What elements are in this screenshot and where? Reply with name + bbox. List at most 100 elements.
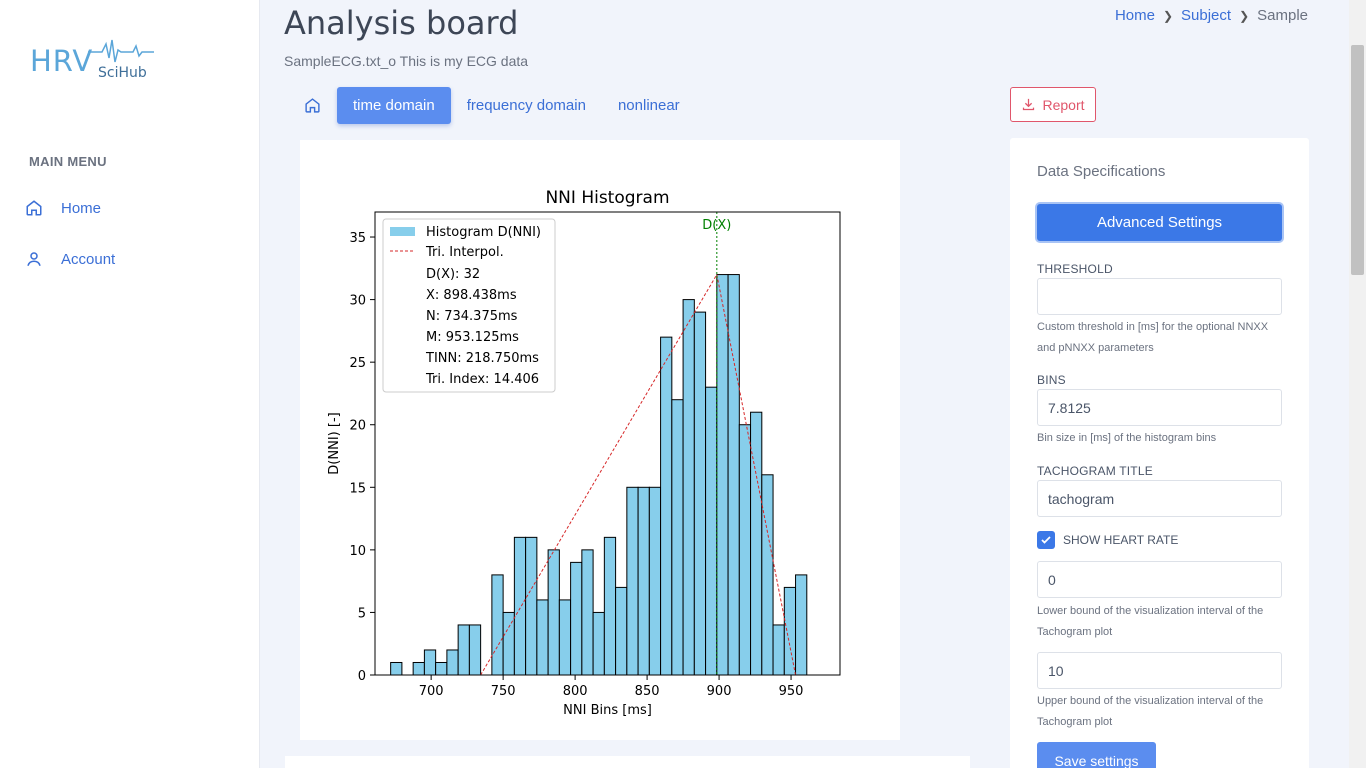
y-tick-label: 25 <box>349 356 366 371</box>
bins-label: BINS <box>1037 373 1066 387</box>
save-settings-button[interactable]: Save settings <box>1037 742 1156 768</box>
histogram-bar <box>693 311 707 676</box>
plot-frame <box>374 211 841 676</box>
chart-title: NNI Histogram <box>545 188 669 208</box>
legend-entry-stat: Tri. Index: 14.406 <box>425 372 539 387</box>
chart-card: D(X) 700 750 800 850 900 950 0 5 10 15 20 25 30 35 NNI … <box>300 140 900 740</box>
lower-bound-help: Lower bound of the visualization interva… <box>1037 605 1264 638</box>
logo-subtext: SciHub <box>98 65 147 81</box>
y-tick-label: 35 <box>349 231 366 246</box>
page-title: Analysis board <box>284 4 519 42</box>
histogram-bar <box>626 486 639 676</box>
tab-frequency-domain[interactable]: frequency domain <box>466 97 586 114</box>
histogram-bar <box>750 411 763 676</box>
histogram-bar <box>727 274 740 676</box>
show-heart-rate-checkbox[interactable] <box>1037 531 1055 549</box>
breadcrumb-subject[interactable]: Subject <box>1181 7 1232 24</box>
sidebar-item-label: Account <box>61 250 116 268</box>
breadcrumb-current: Sample <box>1257 7 1308 24</box>
dx-label: D(X) <box>702 218 731 233</box>
upper-bound-input[interactable]: 10 <box>1037 652 1282 689</box>
scrollbar[interactable] <box>1349 0 1366 768</box>
advanced-settings-button[interactable]: Advanced Settings <box>1037 204 1282 241</box>
x-axis-label: NNI Bins [ms] <box>563 703 652 718</box>
tachogram-title-input[interactable]: tachogram <box>1037 480 1282 517</box>
histogram-bar <box>615 586 628 676</box>
bottom-card <box>285 756 970 768</box>
legend-entry-stat: N: 734.375ms <box>426 309 518 324</box>
breadcrumb-home[interactable]: Home <box>1114 7 1155 24</box>
page-subtitle: SampleECG.txt_o This is my ECG data <box>284 53 529 69</box>
x-tick-label: 800 <box>563 684 588 699</box>
y-tick-label: 5 <box>358 606 366 621</box>
histogram-bar <box>592 611 605 676</box>
legend-entry-interpolation: Tri. Interpol. <box>425 245 504 260</box>
y-tick-label: 20 <box>349 419 366 434</box>
histogram-bar <box>491 574 504 676</box>
upper-bound-help: Upper bound of the visualization interva… <box>1037 695 1264 728</box>
scrollbar-thumb[interactable] <box>1351 45 1364 275</box>
breadcrumb: Home ❯ Subject ❯ Sample <box>1115 7 1308 24</box>
histogram-bar <box>547 549 560 676</box>
x-tick-label: 950 <box>779 684 804 699</box>
tachogram-title-label: TACHOGRAM TITLE <box>1037 464 1153 478</box>
user-icon <box>27 252 41 266</box>
sidebar-item-home[interactable]: Home <box>25 199 101 217</box>
histogram-bar <box>502 611 515 676</box>
histogram-bar <box>603 536 617 676</box>
lower-bound-input[interactable]: 0 <box>1037 561 1282 598</box>
x-tick-label: 850 <box>635 684 660 699</box>
report-button[interactable]: Report <box>1010 87 1096 122</box>
legend-entry-histogram: Histogram D(NNI) <box>426 225 541 240</box>
threshold-input[interactable] <box>1037 278 1282 315</box>
histogram-bar <box>513 536 527 676</box>
legend-swatch-histogram <box>390 227 415 236</box>
histogram-bar <box>581 549 594 676</box>
bins-help: Bin size in [ms] of the histogram bins <box>1037 432 1217 444</box>
x-tick-label: 700 <box>419 684 444 699</box>
sidebar: HRV SciHub MAIN MENU Home Account <box>0 0 260 768</box>
y-axis-label: D(NNI) [-] <box>327 412 342 474</box>
tab-nonlinear[interactable]: nonlinear <box>617 97 680 114</box>
sidebar-item-account[interactable]: Account <box>25 250 115 268</box>
legend-box <box>382 218 556 393</box>
home-icon <box>26 200 42 216</box>
threshold-label: THRESHOLD <box>1037 262 1113 276</box>
bins-input[interactable]: 7.8125 <box>1037 389 1282 426</box>
y-tick-label: 10 <box>349 544 366 559</box>
histogram-bar <box>660 336 673 676</box>
y-tick-label: 0 <box>358 669 366 684</box>
y-tick-label: 30 <box>349 294 366 309</box>
histogram-bar <box>671 399 684 676</box>
histogram-bar <box>570 561 583 676</box>
triangular-interpolation-line <box>480 273 797 676</box>
legend-entry-stat: M: 953.125ms <box>426 330 519 345</box>
logo-text: HRV <box>30 44 94 78</box>
report-label: Report <box>1042 96 1085 113</box>
histogram-bar <box>412 661 425 676</box>
chevron-right-icon: ❯ <box>1162 8 1174 23</box>
check-icon <box>1041 536 1051 544</box>
legend-entry-stat: TINN: 218.750ms <box>425 351 539 366</box>
data-specifications-panel: Data Specifications Advanced Settings TH… <box>1010 138 1309 768</box>
threshold-help: Custom threshold in [ms] for the optiona… <box>1037 321 1269 354</box>
tab-time-domain[interactable]: time domain <box>337 87 451 124</box>
download-icon <box>1023 98 1035 111</box>
show-heart-rate-row: SHOW HEART RATE <box>1037 531 1178 549</box>
histogram-bar <box>795 574 808 676</box>
histogram-bar <box>536 599 549 676</box>
home-icon <box>305 98 320 113</box>
sidebar-item-label: Home <box>61 199 102 217</box>
histogram-bar <box>705 386 718 676</box>
tab-home[interactable] <box>296 87 337 124</box>
x-tick-label: 750 <box>491 684 516 699</box>
histogram-bar <box>716 274 729 676</box>
logo[interactable]: HRV SciHub <box>30 38 160 86</box>
legend-entry-stat: X: 898.438ms <box>426 288 517 303</box>
histogram-bar <box>435 661 448 676</box>
show-heart-rate-label: SHOW HEART RATE <box>1063 533 1179 547</box>
chevron-right-icon: ❯ <box>1239 8 1250 23</box>
histogram-bar <box>682 299 695 676</box>
histogram-bar <box>738 424 752 676</box>
histogram-bar <box>648 486 662 676</box>
